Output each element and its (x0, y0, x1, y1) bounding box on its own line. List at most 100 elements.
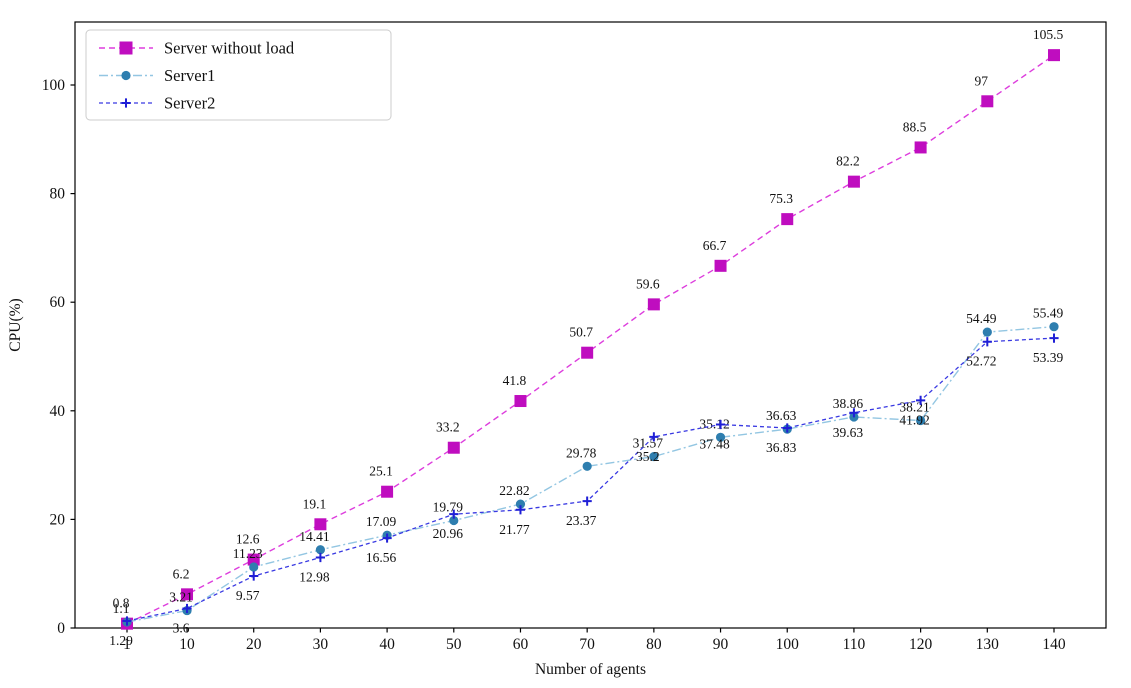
point-label: 12.6 (236, 532, 260, 547)
point-label: 19.1 (303, 496, 327, 511)
marker-plus (382, 533, 392, 543)
legend-box (85, 29, 392, 121)
marker-square (514, 395, 527, 408)
marker-plus (122, 616, 132, 626)
marker-square (847, 175, 860, 188)
marker-circle (1049, 322, 1059, 332)
x-axis-tick-label: 20 (246, 636, 262, 653)
marker-circle (449, 515, 459, 526)
series-line (126, 337, 1055, 622)
marker-plus (1049, 333, 1059, 343)
legend-item-server-without-load: Server without load (99, 39, 295, 58)
point-label: 3.6 (173, 620, 190, 635)
marker-circle (249, 562, 259, 572)
y-axis-tick-label: 80 (50, 186, 66, 203)
x-axis-tick-label: 100 (776, 636, 800, 653)
x-axis-tick-label: 90 (713, 636, 729, 653)
y-axis-title: CPU(%) (7, 298, 24, 351)
legend-label: Server2 (164, 94, 215, 113)
point-label: 75.3 (769, 191, 793, 206)
point-label: 0.8 (113, 596, 130, 611)
point-label: 22.82 (499, 483, 529, 498)
legend-label: Server1 (164, 66, 215, 85)
point-label: 50.7 (569, 325, 593, 340)
marker-plus (649, 432, 659, 442)
point-label: 25.1 (369, 464, 393, 479)
y-axis-tick-label: 40 (50, 403, 66, 420)
marker-square (119, 41, 133, 55)
point-label: 37.48 (699, 436, 730, 451)
marker-plus (582, 496, 592, 506)
x-axis-tick-label: 60 (513, 636, 529, 653)
marker-circle (582, 461, 592, 471)
marker-plus (182, 603, 192, 614)
marker-plus (315, 552, 326, 563)
legend-label: Server without load (164, 39, 295, 58)
y-axis-tick-label: 60 (50, 294, 66, 311)
point-label: 19.79 (433, 500, 464, 515)
point-label: 41.92 (899, 412, 929, 427)
legend-item-server2: Server2 (99, 94, 215, 113)
point-label: 11.23 (233, 546, 263, 561)
point-label: 29.78 (566, 445, 597, 460)
series-line (126, 325, 1055, 623)
point-label: 66.7 (703, 238, 727, 253)
marker-square (1048, 49, 1060, 62)
legend: Server without load Server1 Server2 (85, 29, 392, 121)
marker-square (647, 298, 660, 311)
x-axis-tick-label: 50 (446, 636, 462, 653)
point-label: 88.5 (903, 119, 927, 134)
point-label: 20.96 (433, 526, 464, 541)
marker-plus (782, 423, 792, 433)
marker-square (981, 95, 994, 108)
y-axis-tick-label: 20 (50, 511, 66, 528)
marker-square (181, 588, 194, 601)
point-label: 6.2 (173, 566, 190, 581)
marker-plus (449, 509, 459, 519)
y-axis: 0 20 40 60 80 100 CPU(%) (7, 77, 75, 637)
series-server2: 1.29 3.6 9.57 12.98 16.56 20.96 21.77 23.37 35.2… (109, 333, 1063, 648)
x-axis-tick-label: 40 (379, 636, 395, 653)
point-label: 36.63 (766, 408, 797, 423)
point-label: 38.86 (833, 396, 864, 411)
point-label: 12.98 (299, 570, 330, 585)
series-server-without-load: 0.8 6.2 12.6 19.1 25.1 33.2 41.8 50.7 59.6 66.7 75… (113, 27, 1064, 630)
x-axis-title: Number of agents (535, 661, 646, 678)
marker-plus (916, 395, 926, 405)
marker-square (781, 213, 794, 226)
marker-plus (715, 419, 726, 430)
marker-square (914, 141, 927, 154)
marker-circle (315, 545, 326, 555)
marker-plus (849, 408, 859, 418)
marker-square (447, 441, 460, 454)
point-label: 105.5 (1033, 27, 1064, 42)
x-axis-tick-label: 130 (976, 636, 1000, 653)
x-axis-tick-label: 1 (123, 636, 131, 653)
marker-plus (515, 505, 526, 515)
x-axis-tick-label: 140 (1042, 636, 1066, 653)
x-axis-tick-label: 80 (646, 636, 662, 653)
point-label: 97 (975, 73, 989, 88)
point-label: 55.49 (1033, 306, 1064, 321)
marker-square (581, 346, 594, 359)
marker-circle (916, 415, 926, 426)
marker-plus (121, 98, 131, 108)
marker-circle (515, 499, 526, 509)
marker-circle (715, 432, 726, 442)
y-axis-tick-label: 100 (42, 77, 66, 94)
point-label: 36.83 (766, 440, 797, 455)
marker-circle (982, 327, 992, 337)
point-label: 21.77 (499, 522, 530, 537)
point-label: 1.1 (113, 601, 130, 616)
point-label: 59.6 (636, 276, 660, 291)
point-label: 3.21 (169, 590, 193, 605)
marker-square (314, 518, 327, 531)
point-label: 39.63 (833, 425, 864, 440)
x-axis-tick-label: 110 (843, 636, 866, 653)
x-axis-tick-label: 30 (313, 636, 329, 653)
legend-item-server1: Server1 (99, 66, 215, 85)
point-label: 9.57 (236, 588, 260, 603)
marker-circle (649, 451, 659, 462)
